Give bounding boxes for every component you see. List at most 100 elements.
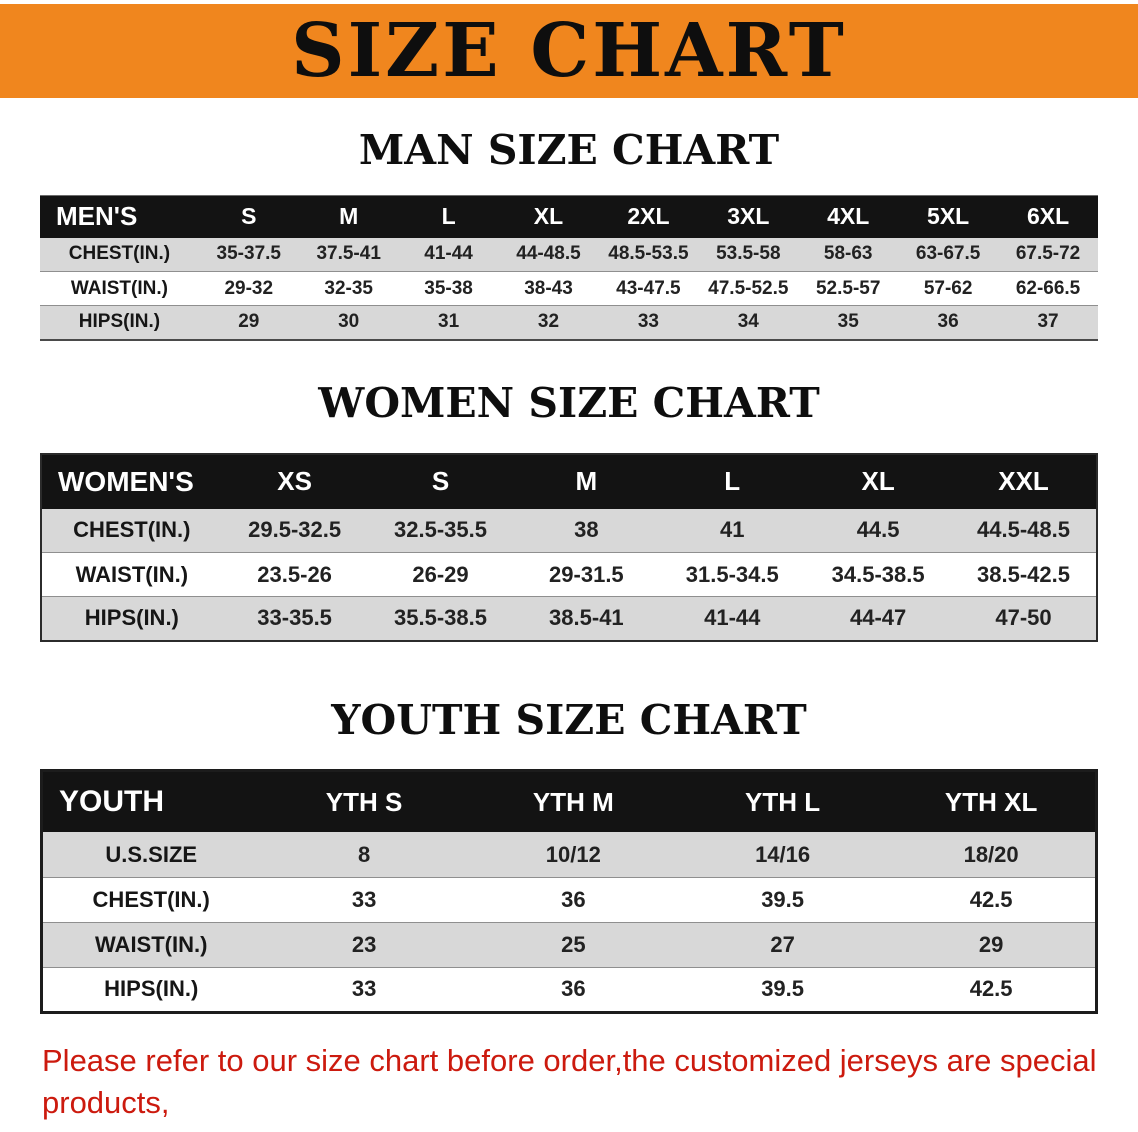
size-column-header: YTH XL [944,786,1038,817]
measurement-value: 37.5-41 [316,243,381,265]
size-column-header: YTH L [745,786,821,817]
measurement-value: 44.5 [856,517,900,543]
measurement-row: HIPS(IN.) 33 36 39.5 42.5 [41,967,1097,1013]
measurement-value: 27 [770,931,795,957]
measurement-value: 34.5-38.5 [831,561,925,587]
measurement-value: 32.5-35.5 [394,517,487,543]
size-column-header: XL [533,203,564,230]
measurement-value: 29 [238,311,260,333]
measurement-value: 29-31.5 [549,561,624,587]
footer-line-2: we don't accept cancel, change, teturn o… [42,1124,1098,1132]
table-header-row: YOUTH YTH S YTH M YTH L YTH XL [41,770,1097,833]
size-column-header: L [724,466,741,497]
measurement-value: 38.5-41 [549,605,624,631]
measurement-value: 36 [561,886,586,912]
measurement-value: 43-47.5 [616,277,681,299]
measurement-value: 41-44 [424,243,473,265]
measurement-label: HIPS(IN.) [84,605,179,631]
measurement-label: CHEST(IN.) [92,886,210,912]
table-body: CHEST(IN.) 29.5-32.5 32.5-35.5 38 41 44.5 44.5… [41,508,1097,641]
measurement-value: 52.5-57 [815,277,881,299]
size-column-header: 6XL [1026,203,1070,230]
measurement-value: 62-66.5 [1015,277,1081,299]
measurement-value: 38.5-42.5 [977,561,1070,587]
measurement-row: CHEST(IN.) 33 36 39.5 42.5 [41,877,1097,923]
measurement-value: 39.5 [761,976,805,1002]
measurement-value: 25 [561,931,586,957]
measurement-value: 42.5 [969,886,1013,912]
banner-title: SIZE CHART [291,8,847,94]
measurement-value: 32 [537,311,560,333]
measurement-value: 58-63 [823,243,873,265]
measurement-value: 37 [1037,311,1059,333]
measurement-label: WAIST(IN.) [95,931,208,957]
measurement-label: U.S.SIZE [105,841,198,867]
measurement-value: 29 [978,931,1004,957]
measurement-label: WAIST(IN.) [70,277,168,299]
measurement-value: 35-38 [424,277,473,299]
youth-section-title: YOUTH SIZE CHART [331,695,807,744]
size-column-header: 5XL [927,203,970,230]
youth-size-section: YOUTH SIZE CHART YOUTH YTH S YTH M YTH L YTH… [0,695,1138,1014]
measurement-value: 42.5 [969,976,1013,1002]
measurement-row: WAIST(IN.) 29-32 32-35 35-38 38-43 43-47.5 47.… [40,271,1098,306]
measurement-value: 30 [338,311,360,333]
measurement-value: 34 [737,311,759,333]
size-column-header: XXL [998,466,1049,497]
measurement-value: 47.5-52.5 [708,277,789,299]
measurement-value: 48.5-53.5 [608,243,689,265]
measurement-value: 23 [351,931,377,957]
size-column-header: XS [277,466,312,497]
measurement-value: 31 [438,311,460,333]
women-size-section: WOMEN SIZE CHART WOMEN'S XS S M L XL XXL CHEST… [0,380,1138,642]
measurement-value: 33 [637,311,659,333]
men-size-table: MEN'S S M L XL 2XL 3XL 4XL 5XL 6XL CHEST(IN.) 35-3… [40,195,1098,341]
measurement-value: 44.5-48.5 [977,517,1070,543]
size-column-header: S [241,203,257,230]
measurement-row: U.S.SIZE 8 10/12 14/16 18/20 [41,832,1097,878]
measurement-value: 53.5-58 [716,243,781,265]
measurement-value: 14/16 [755,841,811,867]
measurement-row: CHEST(IN.) 29.5-32.5 32.5-35.5 38 41 44.5 44.5… [41,508,1097,553]
footer-note: Please refer to our size chart before or… [42,1040,1098,1132]
size-column-header: L [441,203,456,230]
men-section-title: MAN SIZE CHART [358,126,780,174]
measurement-value: 36 [937,311,959,333]
table-header-row: WOMEN'S XS S M L XL XXL [41,453,1097,509]
size-column-header: 4XL [827,203,870,230]
men-size-section: MAN SIZE CHART MEN'S S M L XL 2XL 3XL 4XL 5XL 6XL… [0,126,1138,341]
measurement-value: 35.5-38.5 [394,605,487,631]
footer-line-1: Please refer to our size chart before or… [42,1042,1097,1120]
measurement-label: WAIST(IN.) [75,561,189,587]
group-label: YOUTH [59,785,164,819]
measurement-row: HIPS(IN.) 29 30 31 32 33 34 35 36 37 [40,305,1098,340]
group-label: MEN'S [56,201,138,232]
size-column-header: M [575,466,598,497]
measurement-value: 38-43 [524,277,573,299]
youth-size-table: YOUTH YTH S YTH M YTH L YTH XL U.S.SIZE 8 10/1… [40,768,1098,1014]
banner: SIZE CHART [0,4,1138,98]
measurement-label: HIPS(IN.) [104,976,199,1002]
measurement-row: CHEST(IN.) 35-37.5 37.5-41 41-44 44-48.5 48.5… [40,237,1098,272]
measurement-value: 63-67.5 [915,243,981,265]
measurement-row: WAIST(IN.) 23.5-26 26-29 29-31.5 31.5-34.5 34… [41,552,1097,597]
measurement-value: 33-35.5 [257,605,332,631]
measurement-value: 31.5-34.5 [685,561,779,587]
size-column-header: S [431,466,450,497]
measurement-value: 26-29 [412,561,469,587]
measurement-value: 39.5 [761,886,805,912]
measurement-value: 67.5-72 [1015,243,1081,265]
measurement-value: 18/20 [963,841,1019,867]
size-column-header: YTH M [532,786,614,817]
measurement-value: 29.5-32.5 [248,517,342,543]
measurement-value: 36 [561,976,586,1002]
measurement-label: CHEST(IN.) [73,517,191,543]
measurement-row: WAIST(IN.) 23 25 27 29 [41,922,1097,968]
group-label: WOMEN'S [58,465,194,497]
measurement-value: 41 [719,517,745,543]
measurement-value: 35 [837,311,859,333]
size-column-header: YTH S [325,786,403,817]
measurement-value: 41-44 [704,605,761,631]
measurement-value: 47-50 [995,605,1052,631]
measurement-value: 33 [351,886,377,912]
